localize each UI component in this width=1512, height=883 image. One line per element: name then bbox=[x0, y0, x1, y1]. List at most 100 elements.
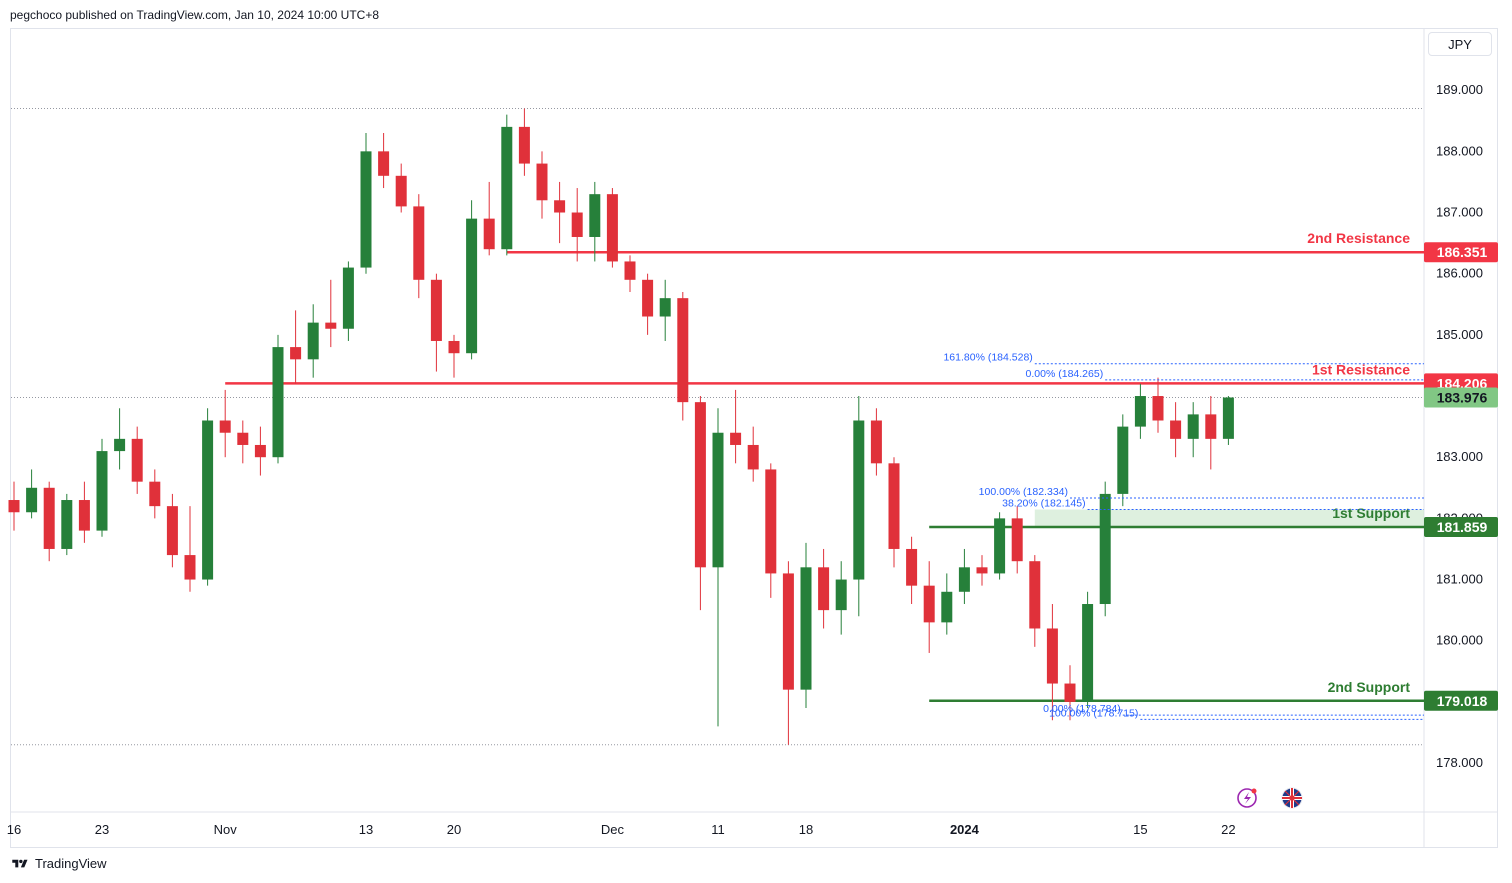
time-tick-label: 18 bbox=[799, 822, 813, 837]
candle bbox=[1134, 383, 1146, 439]
candle-body bbox=[554, 200, 566, 213]
candle-body bbox=[501, 126, 513, 250]
candle bbox=[870, 408, 882, 476]
candle bbox=[958, 548, 970, 605]
candle-body bbox=[1187, 414, 1199, 439]
uk-flag-icon[interactable] bbox=[1281, 787, 1303, 809]
candle-body bbox=[818, 567, 830, 611]
candle-body bbox=[888, 463, 900, 549]
level-price-tag bbox=[1424, 242, 1498, 263]
candle-body bbox=[413, 206, 425, 280]
candle bbox=[448, 334, 460, 378]
candle-body bbox=[712, 432, 724, 568]
candle bbox=[1046, 604, 1058, 721]
candle-body bbox=[8, 500, 20, 513]
price-tick-label: 181.000 bbox=[1436, 572, 1483, 587]
candle bbox=[8, 481, 20, 531]
time-tick-label: Nov bbox=[214, 822, 238, 837]
candle bbox=[430, 273, 442, 372]
candle bbox=[1117, 414, 1129, 507]
candle bbox=[888, 457, 900, 568]
candle-body bbox=[1082, 604, 1094, 702]
candle-body bbox=[1205, 414, 1217, 439]
candle bbox=[800, 542, 812, 709]
candle bbox=[466, 200, 478, 360]
candle bbox=[677, 292, 689, 421]
candle bbox=[184, 506, 196, 592]
level-price-tag bbox=[1424, 517, 1498, 538]
candle-body bbox=[342, 267, 354, 329]
candle bbox=[166, 493, 178, 568]
price-tags: 186.351 184.206 181.859 179.018 183.976 bbox=[1424, 242, 1498, 711]
candle-body bbox=[149, 481, 161, 507]
time-axis: 16 23 Nov 13 20 Dec 11 18 2024 15 22 bbox=[7, 822, 1236, 837]
candle-body bbox=[43, 487, 55, 549]
support-zone bbox=[1034, 509, 1424, 528]
candle-body bbox=[677, 298, 689, 403]
chart-frame bbox=[10, 28, 1498, 848]
candle-body bbox=[923, 585, 935, 623]
candle bbox=[941, 573, 953, 635]
candle bbox=[624, 255, 636, 293]
candle-body bbox=[272, 347, 284, 458]
candle-body bbox=[659, 298, 671, 317]
candle-body bbox=[114, 438, 126, 452]
candle bbox=[659, 279, 671, 341]
lightning-icon[interactable] bbox=[1237, 788, 1257, 808]
candle-body bbox=[96, 451, 108, 531]
candle-body bbox=[1046, 628, 1058, 684]
level-price-tag-text: 181.859 bbox=[1437, 519, 1488, 535]
fib-labels: 161.80% (184.528) 0.00% (184.265) 100.00% … bbox=[943, 352, 1424, 720]
candle bbox=[765, 463, 777, 598]
candle-body bbox=[202, 420, 214, 580]
fib-level-label: 100.00% (178.715) bbox=[1049, 707, 1138, 719]
candle-body bbox=[606, 194, 618, 262]
candle-body bbox=[78, 500, 90, 531]
candle-body bbox=[254, 444, 266, 458]
candle-body bbox=[1134, 396, 1146, 427]
candle-body bbox=[219, 420, 231, 433]
candle-body bbox=[536, 163, 548, 201]
current-price-tag-text: 183.976 bbox=[1437, 389, 1488, 405]
level-label: 2nd Resistance bbox=[1307, 230, 1410, 246]
time-tick-label: 13 bbox=[359, 822, 373, 837]
footer-brand: TradingView bbox=[35, 856, 107, 871]
candle-body bbox=[906, 548, 918, 586]
time-tick-label: 16 bbox=[7, 822, 21, 837]
candle bbox=[906, 536, 918, 605]
candle bbox=[413, 194, 425, 299]
candle-body bbox=[1152, 396, 1164, 421]
candle bbox=[1205, 396, 1217, 470]
price-tick-label: 187.000 bbox=[1436, 205, 1483, 220]
candle bbox=[835, 561, 847, 635]
candles bbox=[8, 108, 1234, 745]
tradingview-logo-icon bbox=[12, 859, 28, 867]
candle-body bbox=[395, 175, 407, 207]
candle bbox=[61, 493, 73, 556]
candle-body bbox=[307, 322, 319, 360]
candle bbox=[149, 469, 161, 519]
candle bbox=[853, 396, 865, 617]
candle-body bbox=[131, 438, 143, 482]
candle-body bbox=[430, 279, 442, 341]
candle bbox=[360, 132, 372, 274]
candle bbox=[501, 114, 513, 256]
candle-body bbox=[290, 347, 302, 360]
candle-body bbox=[994, 518, 1006, 574]
candle bbox=[378, 132, 390, 189]
candle bbox=[818, 548, 830, 629]
candle-body bbox=[870, 420, 882, 464]
candle bbox=[518, 108, 530, 176]
candle bbox=[976, 555, 988, 586]
level-label: 2nd Support bbox=[1328, 679, 1411, 695]
candle-body bbox=[483, 218, 495, 250]
currency-selector[interactable]: JPY bbox=[1428, 32, 1492, 56]
candle-body bbox=[571, 212, 583, 237]
grid-lines bbox=[11, 29, 1497, 848]
candle bbox=[782, 561, 794, 745]
price-tick-label: 188.000 bbox=[1436, 143, 1483, 158]
price-axis: 189.000188.000187.000186.000185.000184.0… bbox=[1436, 82, 1483, 770]
candle bbox=[730, 389, 742, 464]
candle-body bbox=[237, 432, 249, 445]
